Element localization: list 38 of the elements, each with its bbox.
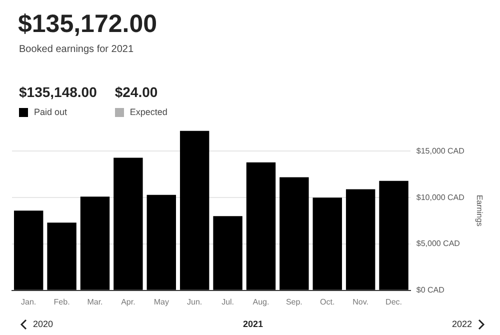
bar: [47, 222, 76, 290]
chart-subtitle: Booked earnings for 2021: [19, 44, 134, 55]
y-tick-label: $15,000 CAD: [416, 146, 465, 156]
bar: [379, 180, 408, 290]
bar: [213, 216, 242, 290]
text: 2020: [33, 319, 54, 329]
x-tick-label: Mar.: [87, 297, 103, 306]
x-tick-label: Sep.: [286, 297, 302, 306]
bar: [346, 189, 376, 290]
x-tick-label: Nov.: [352, 297, 368, 306]
bar: [180, 130, 210, 290]
x-tick-label: Aug.: [252, 297, 270, 306]
x-tick-label: Jul.: [222, 297, 234, 306]
x-tick-label: Apr.: [121, 297, 136, 306]
x-tick-label: Feb.: [54, 297, 70, 306]
bar: [80, 196, 110, 290]
x-tick-label: Dec.: [386, 297, 402, 306]
chart-title: $135,172.00: [18, 10, 158, 39]
y-tick-label: $10,000 CAD: [416, 192, 465, 202]
y-axis-title: Earnings: [474, 194, 484, 226]
legend-label: Paid out: [34, 107, 68, 117]
bar: [280, 177, 309, 290]
text: 2021: [243, 319, 264, 329]
bar: [146, 194, 176, 290]
y-tick-label: $0 CAD: [416, 286, 445, 295]
x-tick-label: Jan.: [21, 297, 36, 306]
text: $135,148.00: [19, 84, 97, 100]
bar: [246, 162, 276, 290]
bar: [312, 198, 342, 290]
bar: [14, 210, 44, 290]
legend-label: Expected: [130, 107, 168, 117]
x-tick-label: Oct.: [320, 297, 335, 306]
y-tick-label: $5,000 CAD: [416, 239, 460, 248]
x-tick-label: Jun.: [187, 297, 202, 306]
bar: [114, 158, 143, 290]
text: $24.00: [114, 84, 159, 100]
x-tick-label: May: [154, 297, 169, 306]
text: 2022: [452, 319, 472, 329]
